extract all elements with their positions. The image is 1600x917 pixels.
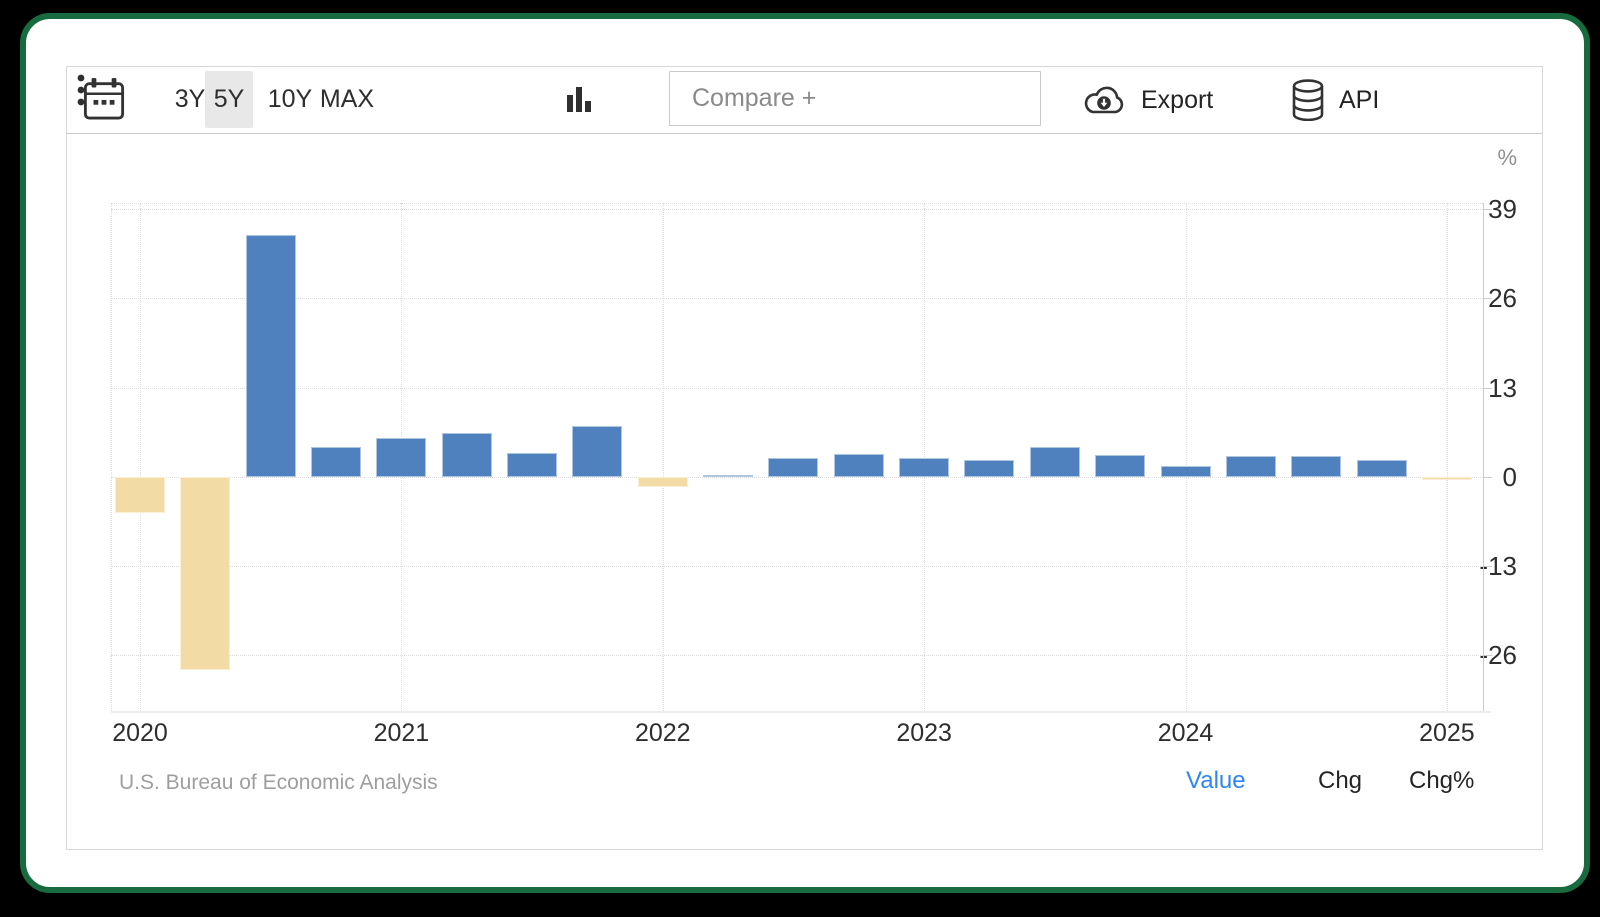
chart-bar[interactable] <box>572 426 623 477</box>
x-axis-label: 2020 <box>112 719 168 747</box>
y-axis-tick <box>1483 298 1492 300</box>
y-axis-unit: % <box>1497 145 1517 170</box>
chart-bar[interactable] <box>964 460 1015 477</box>
chart-bar[interactable] <box>311 446 362 477</box>
chart-bar[interactable] <box>1095 454 1146 477</box>
chart-bar[interactable] <box>1029 446 1080 477</box>
y-axis-tick <box>1483 655 1492 657</box>
y-axis-tick <box>1483 566 1492 568</box>
column-chart-icon <box>567 87 591 112</box>
chart-bar[interactable] <box>833 453 884 477</box>
overflow-menu-button[interactable] <box>67 67 95 113</box>
range-button-max[interactable]: MAX <box>318 71 376 128</box>
chart-bar[interactable] <box>180 476 231 670</box>
export-button[interactable]: Export <box>1081 75 1213 125</box>
chart-bar[interactable] <box>441 432 492 477</box>
chart-bar[interactable] <box>637 476 688 487</box>
kebab-menu-icon <box>77 74 85 106</box>
footer-link-value[interactable]: Value <box>1186 767 1246 794</box>
x-gridline <box>1185 203 1187 711</box>
x-axis-line <box>111 711 1491 713</box>
toolbar: 3Y 5Y 10Y MAX Export <box>67 67 1542 134</box>
x-axis-label: 2025 <box>1419 719 1475 747</box>
chart-bar[interactable] <box>1291 455 1342 477</box>
y-gridline <box>111 476 1483 478</box>
plot-area <box>111 203 1483 711</box>
api-button[interactable]: API <box>1291 75 1379 125</box>
y-gridline <box>111 298 1483 300</box>
x-axis-label: 2023 <box>896 719 952 747</box>
x-gridline <box>140 203 141 711</box>
x-axis-label: 2022 <box>634 719 691 747</box>
range-button-3y[interactable]: 3Y <box>165 71 215 128</box>
range-button-5y[interactable]: 5Y <box>205 71 253 128</box>
api-label: API <box>1339 85 1380 114</box>
chart-area: % 2020 2021 2022 2023 2024 2025 39 26 13 0 -13 -26 <box>67 67 1542 849</box>
y-axis-tick <box>1483 476 1492 478</box>
chart-bar[interactable] <box>1225 456 1276 477</box>
y-axis-line <box>1483 203 1484 711</box>
y-axis-tick <box>1483 387 1492 389</box>
chart-panel: 3Y 5Y 10Y MAX Export <box>66 66 1543 850</box>
cloud-download-icon <box>1084 86 1124 114</box>
database-icon <box>1292 79 1324 121</box>
source-attribution: U.S. Bureau of Economic Analysis <box>119 771 438 794</box>
y-axis-label: 0 <box>1502 461 1517 492</box>
chart-bar[interactable] <box>245 235 296 477</box>
y-gridline <box>111 566 1483 568</box>
chart-bar[interactable] <box>376 438 427 477</box>
chart-bar[interactable] <box>1160 465 1211 477</box>
y-gridline <box>111 209 1483 211</box>
y-axis-label: 39 <box>1488 194 1517 225</box>
y-axis-label: -13 <box>1479 551 1517 582</box>
footer-link-chgpct[interactable]: Chg% <box>1409 767 1475 794</box>
y-gridline <box>111 387 1483 389</box>
y-gridline <box>111 655 1483 657</box>
chart-bar[interactable] <box>1421 476 1472 481</box>
y-axis-label: 26 <box>1488 283 1517 314</box>
chart-bar[interactable] <box>703 474 754 477</box>
x-gridline <box>1446 203 1448 711</box>
export-label: Export <box>1141 85 1214 114</box>
calendar-button[interactable] <box>81 75 127 123</box>
x-axis-label: 2024 <box>1157 719 1214 747</box>
chart-type-button[interactable] <box>559 80 599 120</box>
chart-bar[interactable] <box>507 452 558 477</box>
range-button-10y[interactable]: 10Y <box>261 71 319 128</box>
chart-bar[interactable] <box>768 458 819 477</box>
chart-bar[interactable] <box>1356 460 1407 477</box>
compare-input[interactable] <box>669 71 1041 126</box>
calendar-icon <box>83 78 125 120</box>
x-axis-label: 2021 <box>373 719 430 747</box>
chart-bar[interactable] <box>115 476 165 514</box>
footer-link-chg[interactable]: Chg <box>1318 767 1363 794</box>
chart-bar[interactable] <box>899 457 950 477</box>
y-axis-label: 13 <box>1488 372 1517 403</box>
y-axis-tick <box>1483 209 1492 211</box>
y-axis-label: -26 <box>1479 640 1517 671</box>
x-gridline <box>924 203 926 711</box>
x-gridline <box>662 203 664 711</box>
